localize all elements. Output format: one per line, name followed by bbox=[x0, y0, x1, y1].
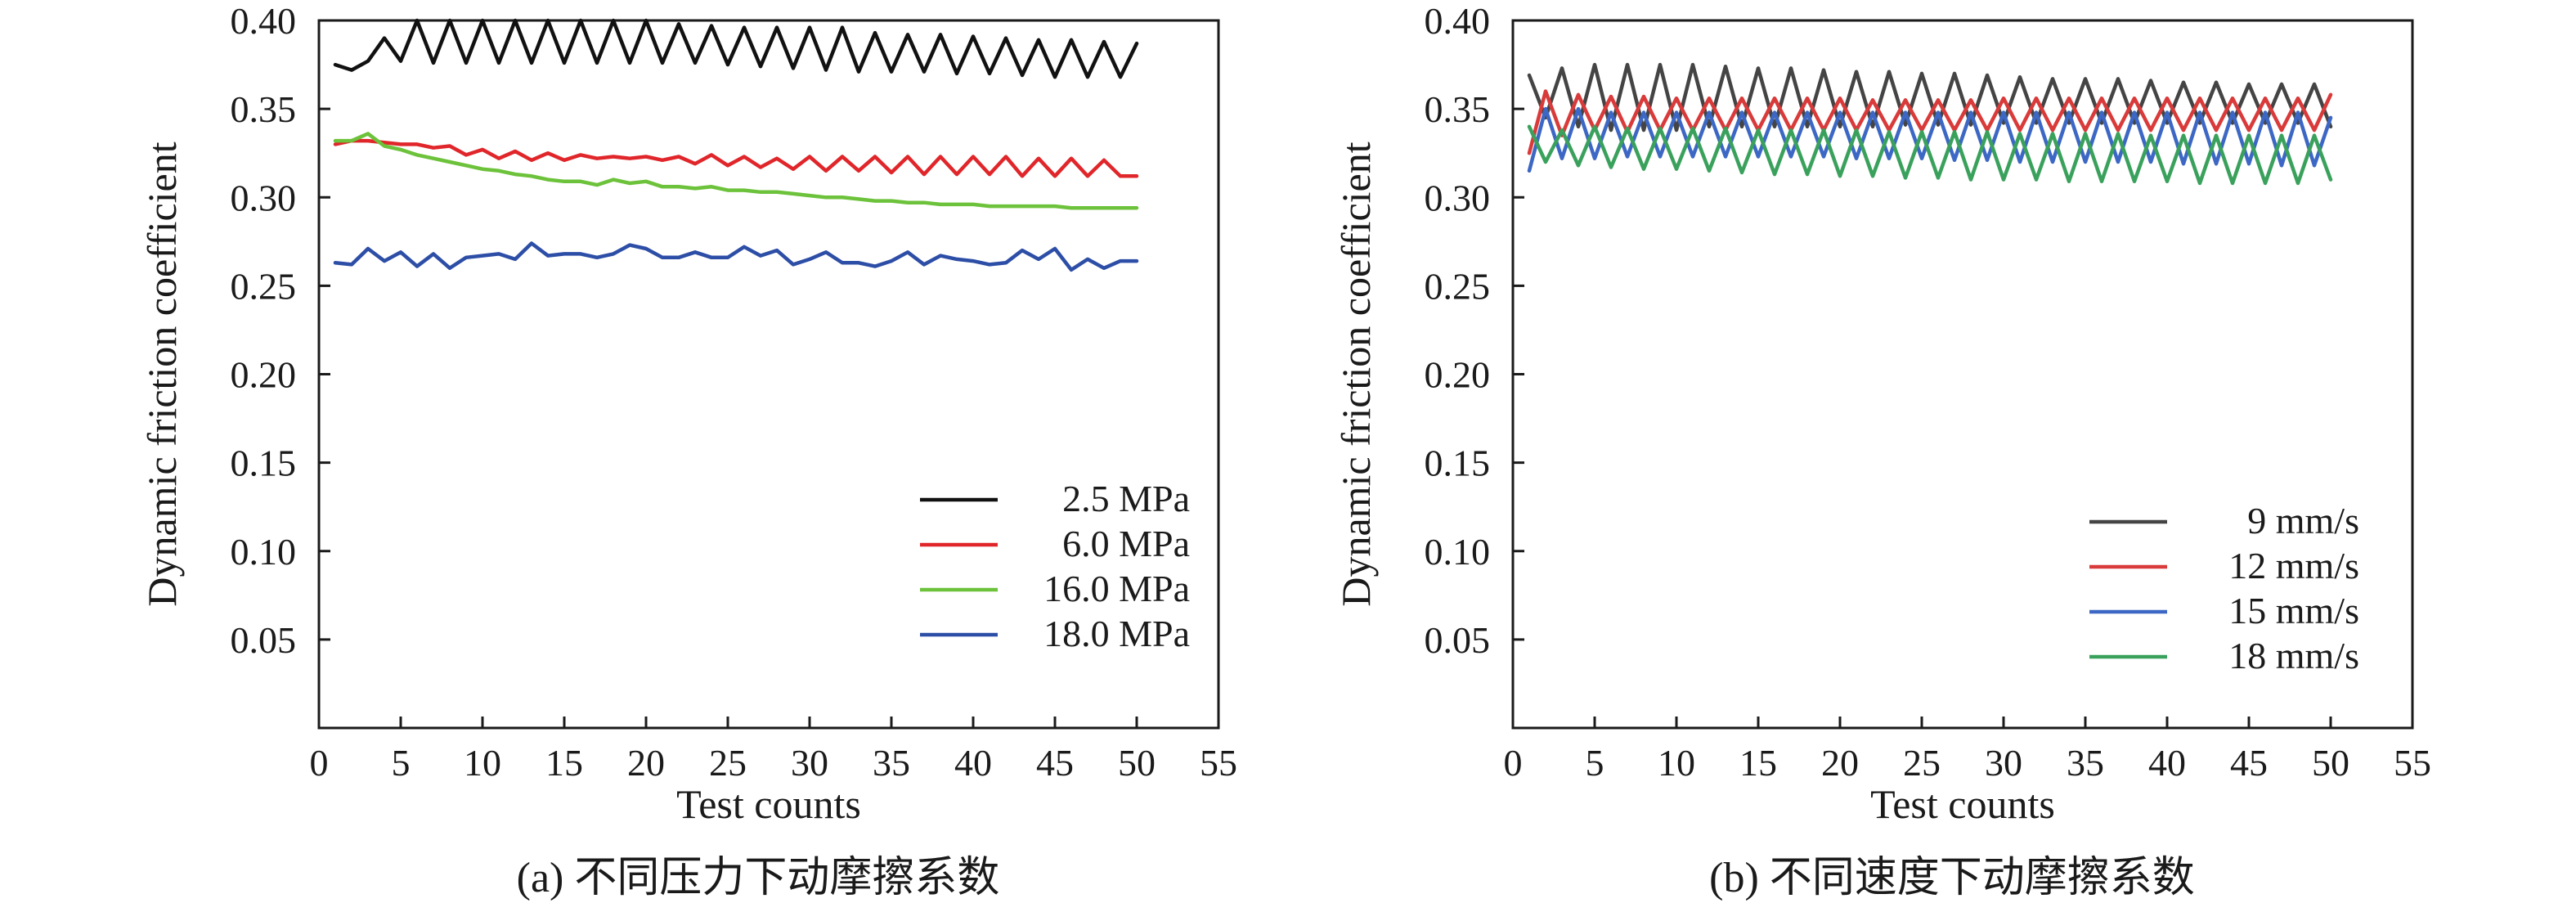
legend-label: 2.5 MPa bbox=[1062, 478, 1190, 519]
x-tick-label: 10 bbox=[464, 742, 501, 784]
y-tick-label: 0.35 bbox=[1425, 88, 1491, 130]
x-tick-label: 5 bbox=[1586, 742, 1604, 784]
y-tick-label: 0.40 bbox=[231, 0, 297, 42]
x-tick-label: 40 bbox=[2148, 742, 2186, 784]
x-tick-label: 35 bbox=[873, 742, 910, 784]
legend-label: 15 mm/s bbox=[2228, 590, 2359, 631]
x-axis-label: Test counts bbox=[1870, 781, 2055, 827]
y-tick-label: 0.10 bbox=[1425, 531, 1491, 573]
x-tick-label: 45 bbox=[1036, 742, 1074, 784]
legend-label: 6.0 MPa bbox=[1062, 523, 1190, 564]
x-tick-label: 35 bbox=[2067, 742, 2104, 784]
figure-caption: (a) 不同压力下动摩擦系数 bbox=[517, 855, 1000, 901]
x-tick-label: 55 bbox=[1200, 742, 1237, 784]
legend-label: 18.0 MPa bbox=[1043, 613, 1190, 654]
x-tick-label: 45 bbox=[2230, 742, 2268, 784]
y-tick-label: 0.15 bbox=[1425, 443, 1491, 484]
y-tick-label: 0.25 bbox=[231, 265, 297, 307]
x-tick-label: 20 bbox=[627, 742, 665, 784]
legend-label: 12 mm/s bbox=[2228, 545, 2359, 586]
y-tick-label: 0.20 bbox=[231, 354, 297, 396]
y-tick-label: 0.10 bbox=[231, 531, 297, 573]
x-tick-label: 15 bbox=[545, 742, 583, 784]
y-tick-label: 0.35 bbox=[231, 88, 297, 130]
y-tick-label: 0.30 bbox=[231, 177, 297, 218]
y-tick-label: 0.15 bbox=[231, 443, 297, 484]
chart-panel-a: 0 5 10 15 20 25 30 35 40 45 50 55 0.05 0.10 0.15 0.20 0.… bbox=[139, 0, 1237, 901]
y-tick-label: 0.20 bbox=[1425, 354, 1491, 396]
chart-panel-b: 0 5 10 15 20 25 30 35 40 45 50 55 0.05 0.10 0.15 0.20 0.… bbox=[1333, 0, 2431, 901]
figure-caption: (b) 不同速度下动摩擦系数 bbox=[1709, 855, 2195, 901]
series-line-4 bbox=[1527, 124, 2333, 186]
x-tick-label: 40 bbox=[954, 742, 992, 784]
series-line-3 bbox=[333, 132, 1139, 210]
series-line-3 bbox=[1527, 106, 2333, 173]
x-tick-label: 25 bbox=[1903, 742, 1941, 784]
x-tick-label: 0 bbox=[310, 742, 329, 784]
legend-label: 9 mm/s bbox=[2247, 500, 2359, 541]
y-axis-label: Dynamic friction coefficient bbox=[139, 142, 185, 606]
series-line-4 bbox=[333, 241, 1139, 272]
y-tick-label: 0.05 bbox=[1425, 619, 1491, 661]
x-tick-label: 50 bbox=[2312, 742, 2349, 784]
legend-label: 16.0 MPa bbox=[1043, 568, 1190, 609]
series-line-2 bbox=[1527, 89, 2333, 155]
x-tick-label: 55 bbox=[2394, 742, 2431, 784]
x-axis-label: Test counts bbox=[676, 781, 861, 827]
x-tick-label: 30 bbox=[1985, 742, 2022, 784]
x-tick-label: 50 bbox=[1118, 742, 1156, 784]
x-tick-label: 30 bbox=[791, 742, 828, 784]
y-tick-label: 0.25 bbox=[1425, 265, 1491, 307]
legend-label: 18 mm/s bbox=[2228, 635, 2359, 676]
series-line-1 bbox=[333, 18, 1139, 79]
x-tick-label: 20 bbox=[1821, 742, 1859, 784]
x-tick-label: 5 bbox=[392, 742, 411, 784]
y-tick-label: 0.30 bbox=[1425, 177, 1491, 218]
y-tick-label: 0.05 bbox=[231, 619, 297, 661]
y-tick-label: 0.40 bbox=[1425, 0, 1491, 42]
series-line-2 bbox=[333, 138, 1139, 178]
x-tick-label: 25 bbox=[709, 742, 747, 784]
x-tick-label: 10 bbox=[1658, 742, 1695, 784]
x-tick-label: 15 bbox=[1739, 742, 1777, 784]
x-tick-label: 0 bbox=[1504, 742, 1523, 784]
y-axis-label: Dynamic friction coefficient bbox=[1333, 142, 1379, 606]
